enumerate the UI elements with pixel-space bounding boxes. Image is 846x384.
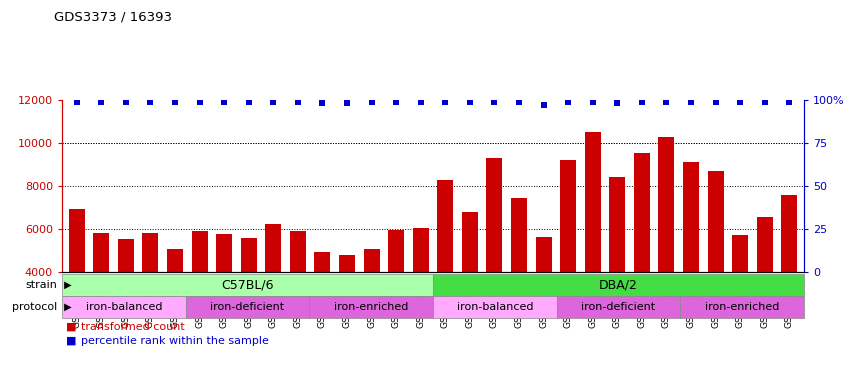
Bar [118, 239, 134, 358]
Point [684, 99, 698, 105]
Bar [413, 228, 429, 358]
Bar [756, 217, 772, 358]
Bar [69, 209, 85, 358]
Bar [191, 231, 207, 358]
Text: iron-deficient: iron-deficient [211, 302, 284, 312]
Bar [217, 234, 232, 358]
Point [168, 99, 182, 105]
Bar [462, 212, 478, 358]
Bar [315, 252, 331, 358]
Bar [634, 153, 650, 358]
Text: protocol: protocol [12, 302, 57, 312]
Point [463, 99, 476, 105]
Text: percentile rank within the sample: percentile rank within the sample [80, 336, 268, 346]
Point [562, 99, 575, 105]
Bar [683, 162, 699, 358]
Point [291, 99, 305, 105]
Point [537, 102, 551, 108]
Bar [339, 255, 355, 358]
Point [414, 99, 427, 105]
Bar [486, 158, 503, 358]
Bar [658, 137, 674, 358]
Bar [62, 296, 185, 318]
Text: ▶: ▶ [61, 302, 72, 312]
Point [242, 99, 255, 105]
Point [365, 99, 378, 105]
Point [119, 99, 133, 105]
Text: ■: ■ [66, 322, 80, 332]
Point [586, 99, 600, 105]
Point [783, 99, 796, 105]
Point [512, 99, 525, 105]
Text: iron-deficient: iron-deficient [581, 302, 656, 312]
Bar [310, 296, 433, 318]
Point [438, 99, 452, 105]
Point [217, 99, 231, 105]
Text: strain: strain [25, 280, 57, 290]
Text: transformed count: transformed count [80, 322, 184, 332]
Bar [241, 238, 256, 358]
Bar [680, 296, 804, 318]
Bar [62, 274, 433, 296]
Point [709, 99, 722, 105]
Point [758, 99, 772, 105]
Bar [437, 180, 453, 358]
Point [340, 100, 354, 106]
Bar [93, 233, 109, 358]
Text: iron-balanced: iron-balanced [85, 302, 162, 312]
Point [266, 99, 280, 105]
Bar [185, 296, 310, 318]
Bar [167, 250, 183, 358]
Point [316, 100, 329, 106]
Text: C57BL/6: C57BL/6 [222, 278, 274, 291]
Bar [266, 223, 281, 358]
Bar [781, 195, 797, 358]
Bar [433, 274, 804, 296]
Point [635, 99, 649, 105]
Bar [560, 160, 576, 358]
Point [660, 99, 673, 105]
Point [733, 99, 747, 105]
Point [193, 99, 206, 105]
Bar [609, 177, 625, 358]
Text: iron-enriched: iron-enriched [334, 302, 409, 312]
Bar [511, 198, 527, 358]
Point [144, 99, 157, 105]
Bar [433, 296, 557, 318]
Text: iron-enriched: iron-enriched [705, 302, 779, 312]
Bar [142, 233, 158, 358]
Text: iron-balanced: iron-balanced [457, 302, 533, 312]
Bar [290, 231, 306, 358]
Bar [585, 132, 601, 358]
Bar [388, 230, 404, 358]
Point [487, 99, 501, 105]
Point [70, 99, 84, 105]
Point [95, 99, 108, 105]
Bar [364, 250, 380, 358]
Bar [732, 235, 748, 358]
Bar [707, 171, 723, 358]
Bar [536, 237, 552, 358]
Point [611, 100, 624, 106]
Text: DBA/2: DBA/2 [599, 278, 638, 291]
Text: ▶: ▶ [61, 280, 72, 290]
Bar [557, 296, 680, 318]
Point [389, 99, 403, 105]
Text: ■: ■ [66, 336, 80, 346]
Text: GDS3373 / 16393: GDS3373 / 16393 [53, 11, 172, 24]
